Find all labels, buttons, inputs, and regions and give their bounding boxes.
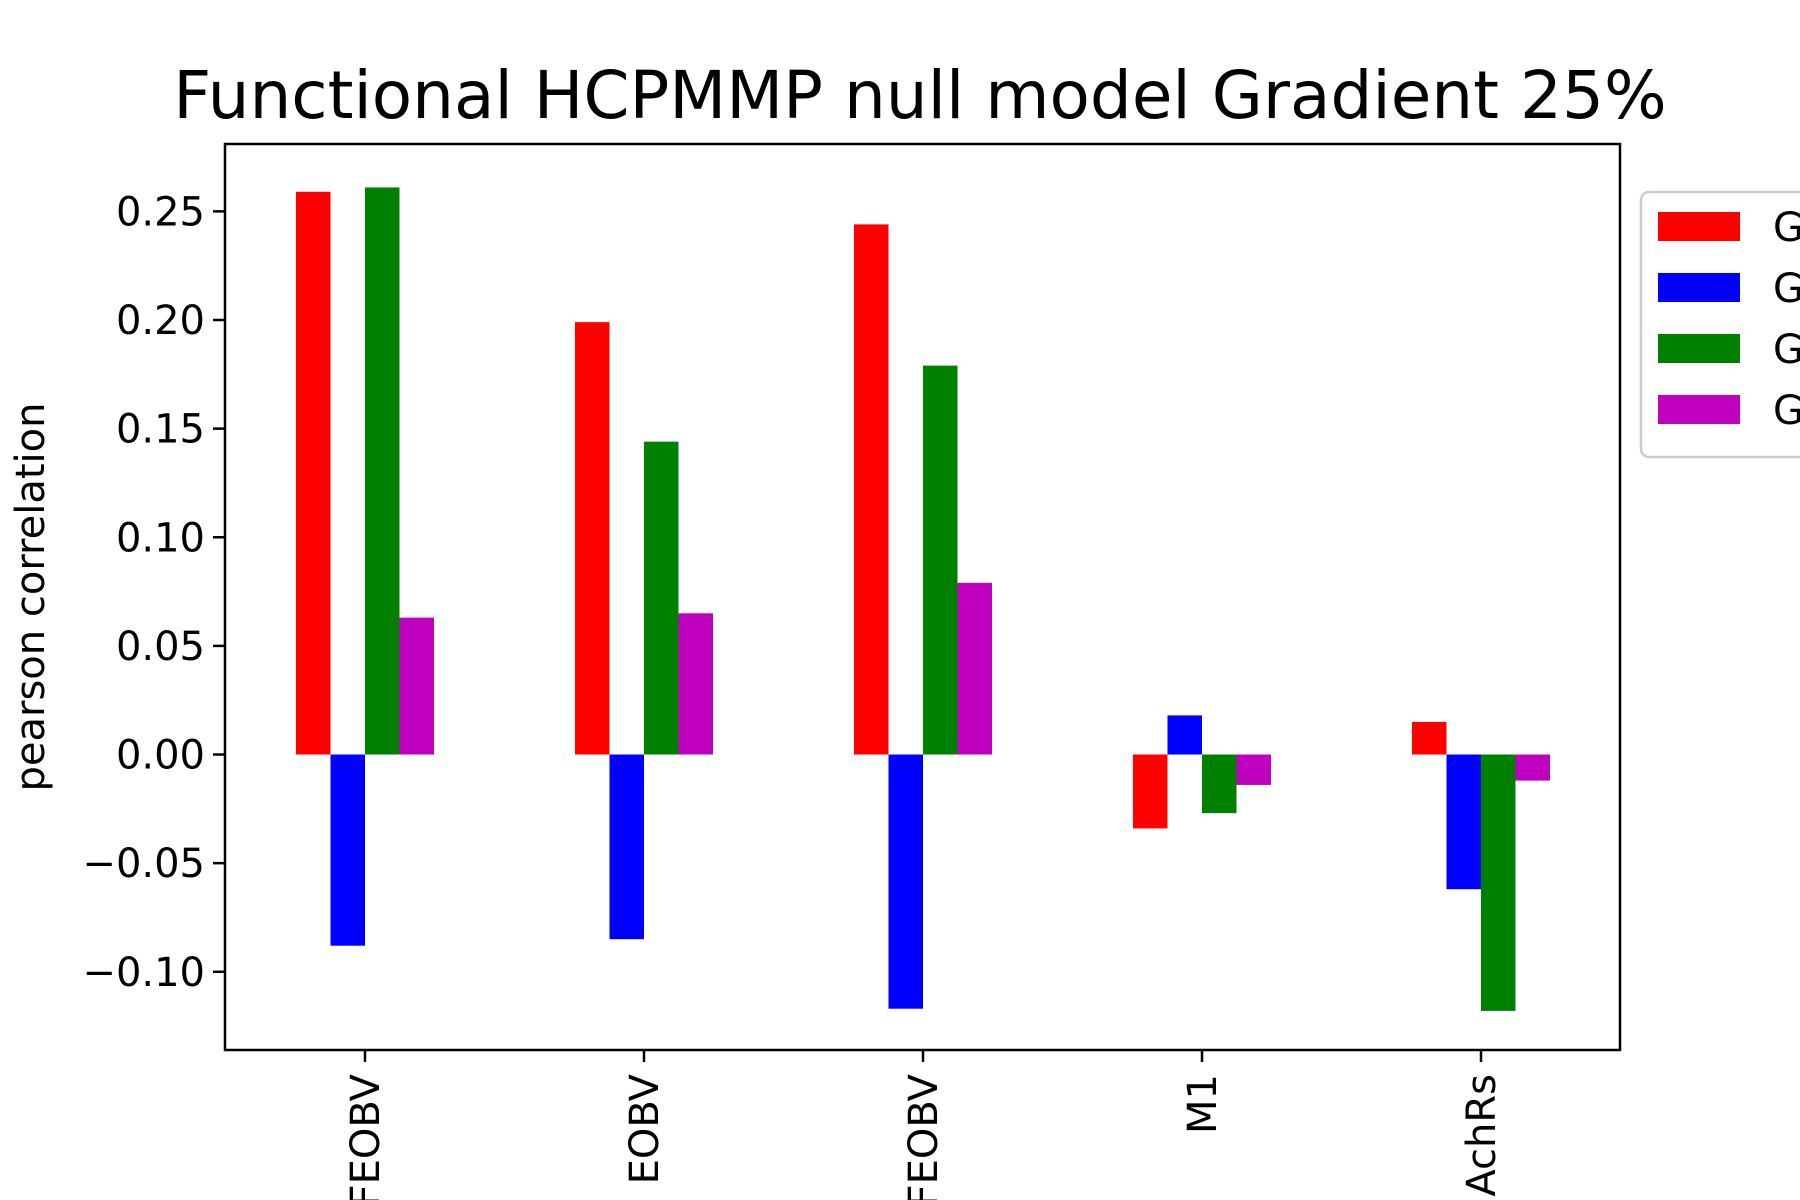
bars-group xyxy=(296,187,1550,1011)
bar-series1-4 xyxy=(1133,754,1168,829)
bar-series1-2 xyxy=(575,322,610,755)
bar-series4-2 xyxy=(678,613,713,755)
y-tick-label: 0.15 xyxy=(116,407,205,453)
x-tick-label: FEOBV xyxy=(901,1073,947,1200)
x-axis-ticks: FEOBV EOBV FEOBV M1 AchRs xyxy=(343,1050,1505,1200)
bar-series4-5 xyxy=(1515,754,1550,781)
x-tick-label: AchRs xyxy=(1459,1074,1505,1197)
y-tick-label: 0.20 xyxy=(116,298,205,344)
x-tick-label: FEOBV xyxy=(343,1073,389,1200)
bar-series1-1 xyxy=(296,191,331,755)
legend-box xyxy=(1639,190,1800,459)
legend-label-3: G xyxy=(1773,327,1800,373)
bar-series4-4 xyxy=(1236,754,1271,785)
bar-series3-1 xyxy=(365,187,400,755)
bar-series4-3 xyxy=(957,582,992,755)
x-tick-label: EOBV xyxy=(622,1073,668,1184)
y-axis-ticks: −0.10 −0.05 0.00 0.05 0.10 0.15 0.20 0.25 xyxy=(82,189,225,996)
chart-title: Functional HCPMMP null model Gradient 25… xyxy=(173,57,1666,134)
bar-series2-5 xyxy=(1446,754,1481,890)
bar-series1-3 xyxy=(854,224,889,755)
bar-series3-2 xyxy=(644,441,679,755)
legend-label-4: G xyxy=(1773,388,1800,434)
legend-swatch-3 xyxy=(1658,334,1740,363)
legend-swatch-4 xyxy=(1658,395,1740,424)
legend-swatch-1 xyxy=(1658,212,1740,241)
legend-label-2: G xyxy=(1773,266,1800,312)
y-axis-label: pearson correlation xyxy=(8,403,54,792)
y-tick-label: 0.05 xyxy=(116,624,205,670)
bar-series3-5 xyxy=(1481,754,1516,1011)
bar-series2-3 xyxy=(888,754,923,1009)
bar-series2-2 xyxy=(609,754,644,940)
bar-series2-4 xyxy=(1167,715,1202,755)
plot-area-frame xyxy=(223,142,1622,1052)
y-tick-label: 0.10 xyxy=(116,515,205,561)
bar-series3-4 xyxy=(1202,754,1237,814)
y-tick-label: 0.00 xyxy=(116,733,205,779)
bar-series4-1 xyxy=(399,617,434,755)
bar-series1-5 xyxy=(1412,721,1447,755)
y-tick-label: −0.05 xyxy=(82,841,205,887)
legend-swatch-2 xyxy=(1658,273,1740,302)
bar-series2-1 xyxy=(330,754,365,946)
bar-series3-3 xyxy=(923,365,958,755)
legend-label-1: G xyxy=(1773,205,1800,251)
y-tick-label: −0.10 xyxy=(82,950,205,996)
y-tick-label: 0.25 xyxy=(116,189,205,235)
x-tick-label: M1 xyxy=(1180,1074,1226,1134)
